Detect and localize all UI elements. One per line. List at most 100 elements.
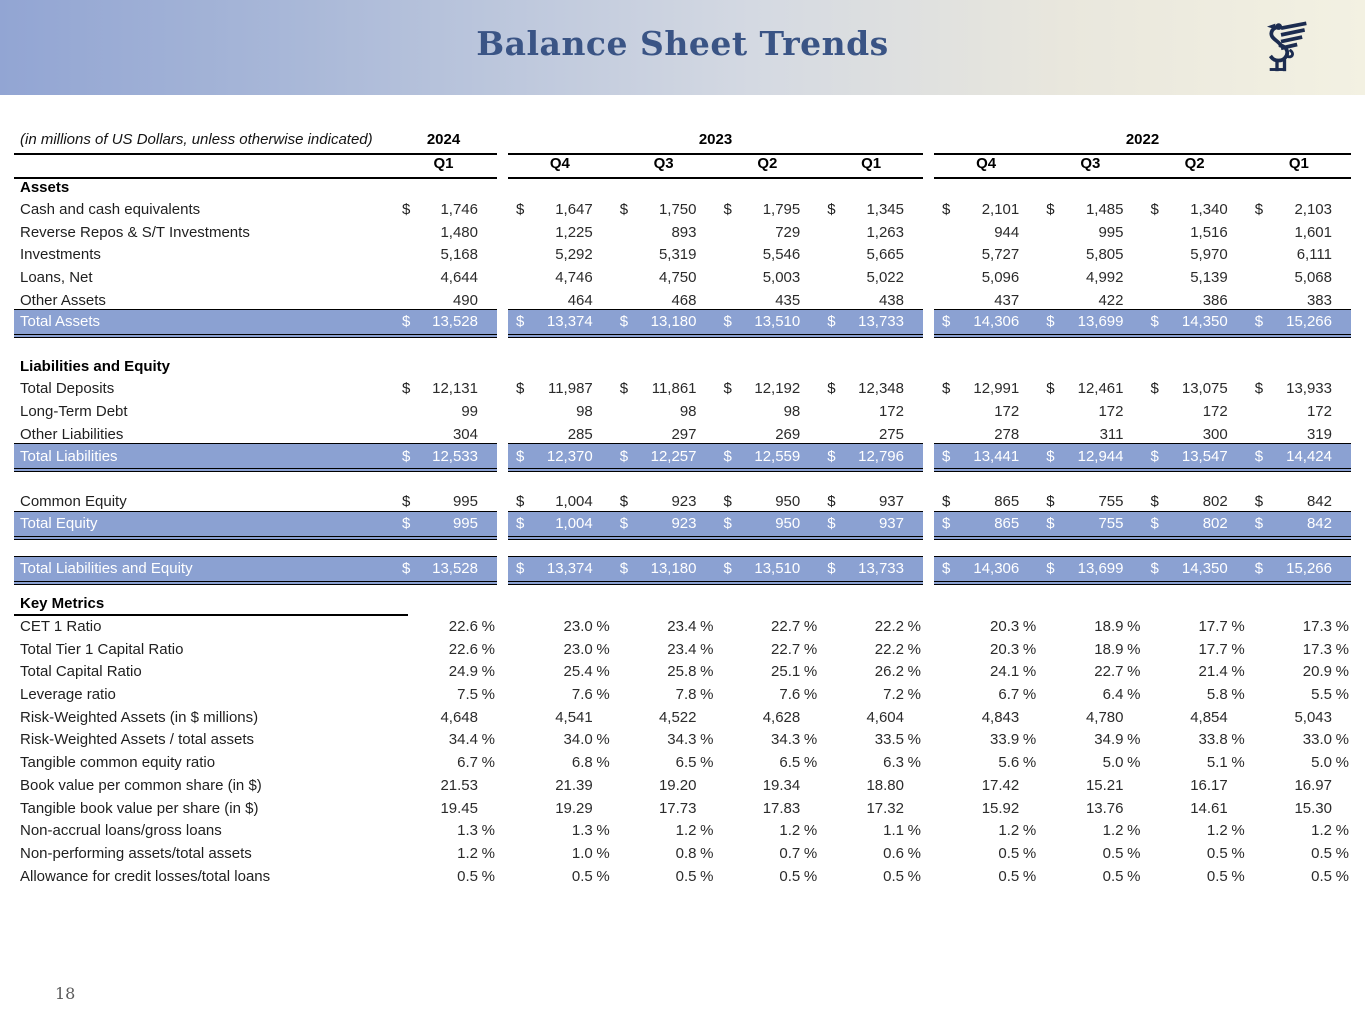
cell-number: 21.53 [440, 776, 478, 794]
row-label: Tangible book value per share (in $) [20, 799, 259, 817]
cell-number: 1,225 [555, 223, 593, 241]
section-title: Assets [20, 179, 70, 196]
value-cell: $1,340 [1143, 198, 1247, 221]
row-label: Non-performing assets/total assets [20, 844, 252, 862]
value-cell: 422 [1038, 289, 1142, 312]
value-cell: 1.1% [819, 819, 923, 842]
cell-number: 12,533 [432, 447, 478, 465]
value-cell: 19.45 [390, 797, 497, 820]
section-header-row: Key Metrics [14, 594, 1351, 617]
cell-number: 12,131 [432, 380, 478, 398]
cell-number: 14,306 [973, 313, 1020, 331]
value-cell: 468 [612, 289, 716, 312]
cell-number: 1.3 [571, 822, 593, 840]
row-label: Allowance for credit losses/total loans [20, 867, 271, 885]
table-body: Assets Cash and cash equivalents $1,746 $1,… [14, 177, 1351, 887]
row-label: Total Deposits [20, 380, 115, 398]
cell-number: 14,306 [973, 560, 1020, 578]
value-cell: 21.39 [508, 774, 612, 797]
cell-number: 950 [775, 515, 801, 533]
cell-number: 755 [1098, 493, 1124, 511]
percent-sign: % [700, 844, 714, 862]
cell-number: 13,933 [1286, 380, 1332, 398]
dollar-sign: $ [619, 560, 629, 578]
cell-number: 0.5 [675, 867, 697, 885]
row-label: Long-Term Debt [20, 402, 128, 420]
value-cell: 5.6% [934, 751, 1038, 774]
cell-number: 17.83 [762, 799, 801, 817]
cell-number: 0.8 [675, 844, 697, 862]
percent-sign: % [481, 686, 495, 704]
cell-number: 438 [878, 291, 904, 309]
value-cell: 4,604 [819, 706, 923, 729]
value-cell: 34.4% [390, 729, 497, 752]
cell-number: 0.5 [779, 867, 801, 885]
cell-number: 13,075 [1181, 380, 1228, 398]
dollar-sign: $ [1046, 380, 1055, 398]
value-cell: 20.3% [934, 638, 1038, 661]
dollar-sign: $ [1254, 515, 1264, 533]
cell-number: 13,510 [754, 560, 801, 578]
value-cell: 172 [1143, 400, 1247, 423]
value-cell: $13,547 [1142, 443, 1247, 472]
cell-number: 34.0 [563, 731, 593, 749]
value-cell: 5,292 [508, 243, 612, 266]
cell-number: 0.5 [457, 867, 478, 885]
cell-number: 0.5 [1102, 844, 1124, 862]
value-cell: 278 [934, 423, 1038, 446]
cell-number: 12,991 [973, 380, 1020, 398]
dollar-sign: $ [723, 313, 732, 331]
cell-number: 464 [567, 291, 593, 309]
table-row: Other Liabilities 304 285 297 269 275 278 311 30… [14, 423, 1351, 446]
cell-number: 12,192 [754, 380, 801, 398]
year-header-row: (in millions of US Dollars, unless other… [14, 128, 1351, 150]
value-cell: 5,546 [716, 243, 820, 266]
section-header-row: Liabilities and Equity [14, 356, 1351, 377]
value-cell: 1,480 [390, 221, 497, 244]
percent-sign: % [803, 663, 818, 681]
cell-number: 1,480 [440, 223, 478, 241]
cell-number: 5,292 [555, 246, 593, 264]
value-cell: $13,933 [1247, 377, 1351, 400]
value-cell: 5.0% [1038, 751, 1142, 774]
cell-number: 923 [671, 493, 697, 511]
cell-number: 12,559 [754, 447, 801, 465]
cell-number: 15.92 [981, 799, 1020, 817]
value-cell: $12,348 [819, 377, 923, 400]
quarter-label: Q4 [549, 155, 570, 172]
percent-sign: % [1231, 754, 1245, 772]
row-label: Risk-Weighted Assets / total assets [20, 731, 254, 749]
percent-sign: % [803, 731, 818, 749]
quarter-label: Q3 [1080, 155, 1101, 172]
cell-number: 15.21 [1085, 776, 1124, 794]
table-row: Total Liabilities $12,533 $12,370 $12,257 $1… [14, 443, 1351, 472]
value-cell: 0.5% [934, 865, 1038, 888]
cell-number: 33.9 [990, 731, 1020, 749]
cell-number: 865 [994, 515, 1020, 533]
quarter-label: Q3 [653, 155, 674, 172]
cell-number: 4,628 [762, 708, 801, 726]
cell-number: 5.0 [1311, 754, 1332, 772]
cell-number: 0.7 [779, 844, 801, 862]
cell-number: 1.3 [457, 822, 478, 840]
value-cell: 5,003 [716, 266, 820, 289]
value-cell: 4,522 [612, 706, 716, 729]
quarter-label: Q1 [861, 155, 882, 172]
dollar-sign: $ [1254, 380, 1264, 398]
value-cell: 4,648 [390, 706, 497, 729]
row-label: Leverage ratio [20, 686, 116, 704]
value-cell: $937 [819, 510, 923, 540]
percent-sign: % [1127, 663, 1141, 681]
cell-number: 1.2 [1311, 822, 1332, 840]
value-cell: 172 [934, 400, 1038, 423]
value-cell: $12,131 [390, 377, 497, 400]
cell-number: 1,647 [555, 200, 593, 218]
percent-sign: % [1231, 844, 1245, 862]
row-spacer [14, 335, 1351, 356]
value-cell: 18.80 [819, 774, 923, 797]
value-cell: $1,750 [612, 198, 716, 221]
value-cell: 1.2% [1247, 819, 1351, 842]
value-cell: $865 [934, 491, 1038, 514]
percent-sign: % [1022, 844, 1037, 862]
cell-number: 1,345 [866, 200, 904, 218]
